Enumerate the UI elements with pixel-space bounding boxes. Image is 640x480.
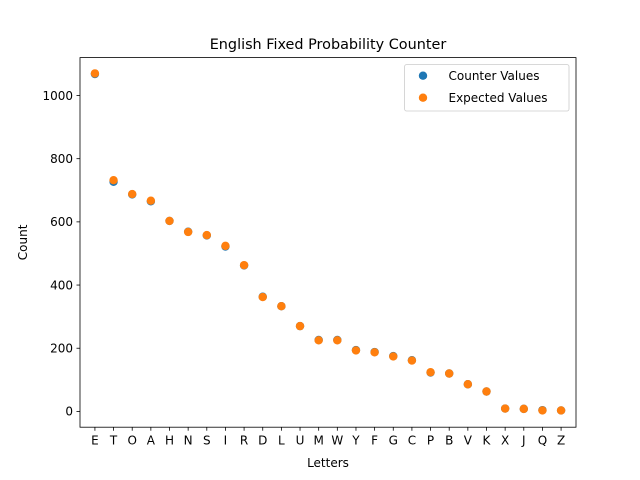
x-tick-label: T xyxy=(109,434,118,448)
point-x-s1 xyxy=(500,404,510,413)
x-tick-label: A xyxy=(147,434,156,448)
x-tick-label: P xyxy=(427,434,434,448)
x-tick-label: M xyxy=(313,434,323,448)
y-axis-ticks: 0 200 400 600 800 1000 xyxy=(42,89,80,419)
point-e-s1 xyxy=(90,69,100,78)
point-t-s1 xyxy=(109,175,118,185)
point-c-s1 xyxy=(407,356,417,365)
x-tick-label: H xyxy=(165,434,174,448)
legend-label-counter: Counter Values xyxy=(449,69,540,83)
point-s-s1 xyxy=(202,230,211,240)
point-m-s1 xyxy=(314,336,323,345)
point-o-s1 xyxy=(128,189,137,199)
x-tick-label: N xyxy=(184,434,193,448)
x-tick-label: V xyxy=(464,434,473,448)
y-tick-label: 1000 xyxy=(42,89,73,103)
x-tick-label: K xyxy=(483,434,492,448)
point-k-s1 xyxy=(482,387,491,396)
x-tick-label: C xyxy=(408,434,416,448)
x-tick-label: R xyxy=(240,434,248,448)
series-expected-values xyxy=(90,69,566,415)
plot-frame xyxy=(79,57,577,428)
legend-box xyxy=(404,64,570,112)
x-tick-label: O xyxy=(127,434,136,448)
point-g-s1 xyxy=(389,352,398,361)
point-f-s1 xyxy=(370,348,379,357)
points-layer xyxy=(90,69,566,415)
point-n-s1 xyxy=(183,227,193,237)
chart-title: English Fixed Probability Counter xyxy=(210,37,447,53)
x-tick-label: X xyxy=(501,434,509,448)
x-tick-label: G xyxy=(389,434,398,448)
y-tick-label: 800 xyxy=(50,152,73,166)
point-u-s1 xyxy=(295,321,305,331)
legend-label-expected: Expected Values xyxy=(449,91,548,105)
legend: Counter Values Expected Values xyxy=(404,64,570,112)
y-axis-label: Count xyxy=(16,224,30,260)
point-r-s1 xyxy=(239,260,249,270)
x-tick-label: W xyxy=(331,434,343,448)
point-p-s1 xyxy=(426,368,435,377)
y-tick-label: 600 xyxy=(50,215,73,229)
x-tick-label: B xyxy=(445,434,453,448)
x-axis-label: Letters xyxy=(307,456,349,470)
point-h-s1 xyxy=(165,216,174,226)
legend-marker-counter xyxy=(418,71,428,80)
point-l-s1 xyxy=(277,302,286,311)
point-b-s1 xyxy=(445,369,454,378)
point-d-s1 xyxy=(258,292,267,302)
point-w-s1 xyxy=(333,336,342,345)
point-z-s1 xyxy=(556,406,566,415)
x-tick-label: E xyxy=(91,434,99,448)
x-tick-label: L xyxy=(278,434,285,448)
x-tick-label: F xyxy=(371,434,378,448)
x-tick-label: Z xyxy=(557,434,565,448)
point-y-s1 xyxy=(351,346,361,355)
x-tick-label: U xyxy=(296,434,305,448)
y-tick-label: 400 xyxy=(50,278,73,292)
point-q-s1 xyxy=(538,406,547,415)
point-i-s1 xyxy=(221,241,230,251)
point-j-s1 xyxy=(519,404,528,414)
x-tick-label: Y xyxy=(351,434,360,448)
legend-marker-expected xyxy=(418,93,428,102)
point-v-s1 xyxy=(463,380,473,389)
x-tick-label: S xyxy=(203,434,211,448)
y-tick-label: 0 xyxy=(65,405,73,419)
y-tick-label: 200 xyxy=(50,342,73,356)
x-tick-label: Q xyxy=(538,434,547,448)
x-tick-label: J xyxy=(521,434,526,448)
point-a-s1 xyxy=(146,196,156,205)
x-tick-label: I xyxy=(224,434,228,448)
x-tick-label: D xyxy=(258,434,267,448)
